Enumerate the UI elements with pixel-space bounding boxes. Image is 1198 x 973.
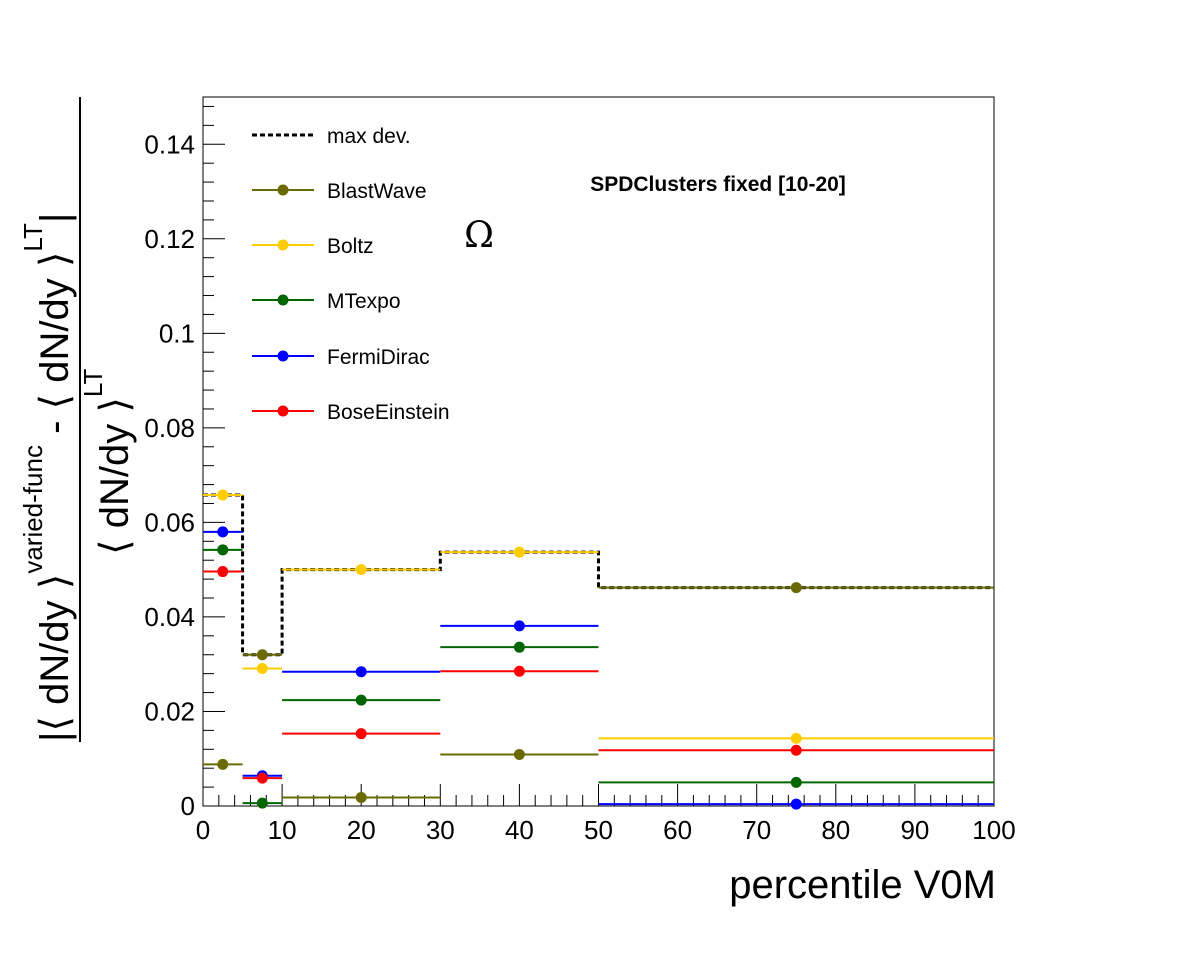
legend-marker-boltz [277,239,289,251]
series-fermidirac [203,526,994,810]
data-point [355,564,367,576]
annotation-particle: Ω [464,215,494,256]
y-title-numerator: |⟨ dN/dy ⟩varied-func - ⟨ dN/dy ⟩LT| [18,213,77,742]
y-tick-label: 0.12 [144,224,195,254]
legend-entry-mtexpo: MTexpo [252,290,401,313]
legend-label-mtexpo: MTexpo [327,290,401,313]
data-point [256,662,268,674]
x-axis-title: percentile V0M [729,863,996,907]
data-point [790,732,802,744]
legend-entry-boltz: Boltz [252,235,374,258]
x-tick-labels: 0 10 20 30 40 50 60 70 80 90 100 [196,815,1016,845]
y-title-abs-close: | [33,213,77,223]
data-point [790,798,802,810]
y-tick-label: 0.14 [144,129,195,159]
y-tick-labels: 0 0.02 0.04 0.06 0.08 0.1 0.12 0.14 [144,129,195,821]
legend-marker-blastwave [277,184,289,196]
y-title-den-sup: LT [78,369,108,398]
y-axis-title: |⟨ dN/dy ⟩varied-func - ⟨ dN/dy ⟩LT| ⟨ d… [18,97,137,742]
data-point [513,641,525,653]
data-point [355,666,367,678]
data-point [256,797,268,809]
legend-entry-blastwave: BlastWave [252,180,427,203]
data-point [217,544,229,556]
data-point [217,566,229,578]
x-tick-label: 40 [505,815,534,845]
legend-entry-fermidirac: FermiDirac [252,346,430,369]
x-tick-label: 60 [663,815,692,845]
y-title-minus: - [33,410,77,446]
data-point [256,649,268,661]
data-point [355,728,367,740]
y-title-abs-open: | [33,732,77,742]
x-tick-label: 100 [972,815,1015,845]
x-tick-label: 80 [821,815,850,845]
legend-label-blastwave: BlastWave [327,180,427,203]
data-point [256,772,268,784]
data-point [217,489,229,501]
series-blastwave [203,582,994,803]
data-point [790,582,802,594]
y-tick-label: 0.06 [144,507,195,537]
data-point [790,744,802,756]
legend-label-boltz: Boltz [327,235,374,258]
annotation-selection: SPDClusters fixed [10-20] [590,173,846,196]
y-title-den: ⟨ dN/dy ⟩ [93,397,137,555]
legend-label-boseeinstein: BoseEinstein [327,401,450,424]
y-title-num-a: ⟨ dN/dy ⟩ [33,574,77,732]
y-tick-label: 0.02 [144,696,195,726]
x-tick-label: 10 [268,815,297,845]
series-boseeinstein [203,566,994,784]
series-mtexpo [203,544,994,809]
legend-marker-boseeinstein [277,405,289,417]
legend-label-fermidirac: FermiDirac [327,346,430,369]
data-point [513,748,525,760]
legend-label-max-dev: max dev. [327,125,411,148]
data-point [513,665,525,677]
max-dev-step-path [203,493,994,657]
x-tick-label: 30 [426,815,455,845]
data-point [355,694,367,706]
y-title-denominator: ⟨ dN/dy ⟩LT [78,369,137,555]
y-tick-label: 0 [181,791,195,821]
data-point [217,758,229,770]
x-tick-label: 20 [347,815,376,845]
y-title-num-a-sup: varied-func [18,445,48,574]
y-title-num-b-sup: LT [18,223,48,252]
y-tick-label: 0.04 [144,602,195,632]
x-tick-label: 50 [584,815,613,845]
legend-marker-fermidirac [277,350,289,362]
data-point [513,620,525,632]
series-boltz [203,489,994,744]
y-tick-label: 0.08 [144,413,195,443]
x-tick-label: 70 [742,815,771,845]
legend: max dev. BlastWave Boltz MTexpo FermiDir… [252,125,450,424]
data-point [217,526,229,538]
legend-entry-boseeinstein: BoseEinstein [252,401,450,424]
x-tick-label: 90 [900,815,929,845]
data-point [790,776,802,788]
max-dev-line [203,493,994,657]
data-marks [203,489,994,810]
y-title-num-b: ⟨ dN/dy ⟩ [33,252,77,410]
data-point [513,546,525,558]
x-tick-label: 0 [196,815,210,845]
data-point [355,791,367,803]
legend-marker-mtexpo [277,294,289,306]
y-tick-label: 0.1 [159,318,195,348]
